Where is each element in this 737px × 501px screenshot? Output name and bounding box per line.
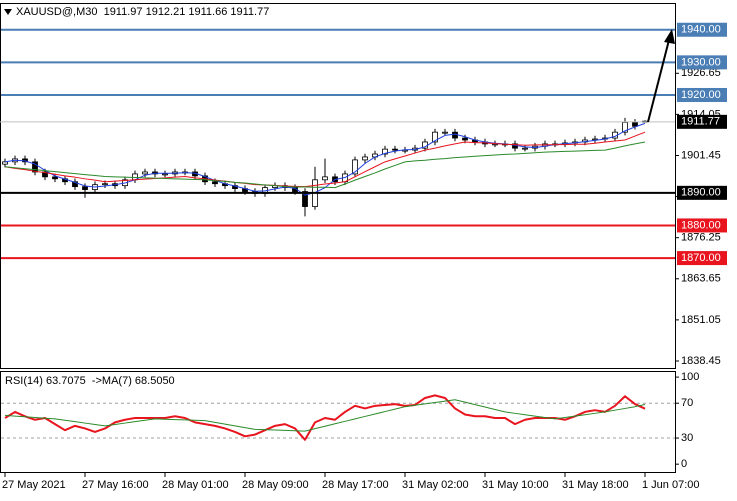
last-price-box — [677, 114, 727, 129]
level-label: 1940.00 — [681, 24, 721, 36]
x-tick-label: 28 May 17:00 — [322, 479, 389, 491]
x-tick-label: 28 May 01:00 — [162, 479, 229, 491]
candle-body — [432, 131, 438, 143]
candle-body — [162, 173, 168, 176]
candle-body — [362, 156, 368, 161]
y-tick-label: 70 — [681, 397, 693, 409]
series-line — [4, 141, 646, 189]
candle-body — [352, 159, 358, 175]
series-line — [4, 131, 646, 188]
candle-body — [212, 181, 218, 185]
x-tick-label: 31 May 02:00 — [402, 479, 469, 491]
candle-body — [442, 131, 448, 134]
last-price-label: 1911.77 — [681, 116, 720, 128]
plot-layer: 1926.651914.051901.451888.851876.251863.… — [0, 22, 727, 491]
level-label: 1870.00 — [681, 252, 721, 264]
arrow-head — [664, 29, 675, 44]
level-box — [677, 22, 727, 37]
x-tick-label: 27 May 2021 — [2, 479, 66, 491]
y-tick-label: 1838.45 — [681, 355, 721, 367]
y-tick-label: 100 — [681, 371, 699, 383]
x-tick-label: 28 May 09:00 — [242, 479, 309, 491]
candle-body — [392, 148, 398, 151]
y-tick-label: 1901.45 — [681, 149, 721, 161]
candle-body — [52, 176, 58, 180]
rsi-title: RSI(14) 63.7075 ->MA(7) 68.5050 — [5, 375, 175, 387]
level-box — [677, 218, 727, 233]
y-tick-label: 1926.65 — [681, 67, 721, 79]
level-label: 1880.00 — [681, 219, 721, 231]
candle-body — [382, 148, 388, 155]
level-box — [677, 185, 727, 200]
y-tick-label: 1876.25 — [681, 232, 721, 244]
y-tick-label: 0 — [681, 458, 687, 470]
level-box — [677, 87, 727, 102]
candle-body — [42, 171, 48, 178]
arrow — [647, 39, 670, 123]
candle-body — [522, 147, 528, 150]
candle-body — [142, 171, 148, 175]
candle-body — [452, 131, 458, 139]
x-tick-label: 31 May 18:00 — [562, 479, 629, 491]
x-tick-label: 31 May 10:00 — [482, 479, 549, 491]
level-box — [677, 251, 727, 266]
main-panel-frame — [0, 3, 676, 369]
candle-body — [2, 161, 8, 165]
candle-body — [322, 176, 328, 181]
x-tick-label: 1 Jun 07:00 — [642, 479, 700, 491]
y-tick-label: 30 — [681, 432, 693, 444]
rsi-panel-frame — [0, 371, 676, 473]
candle-body — [72, 181, 78, 188]
level-label: 1890.00 — [681, 187, 721, 199]
candle-body — [632, 121, 638, 127]
series-line — [4, 394, 646, 441]
y-tick-label: 1851.05 — [681, 314, 721, 326]
candle-body — [462, 137, 468, 141]
series-line — [4, 399, 646, 432]
candle-body — [82, 186, 88, 190]
menu-triangle — [4, 9, 12, 15]
chart-title: XAUUSD@,M30 1911.97 1912.21 1911.66 1911… — [16, 6, 269, 18]
x-tick-label: 27 May 16:00 — [82, 479, 149, 491]
level-label: 1930.00 — [681, 56, 721, 68]
candle-body — [32, 161, 38, 173]
candle-body — [302, 191, 308, 207]
level-label: 1920.00 — [681, 89, 721, 101]
level-box — [677, 55, 727, 70]
y-tick-label: 1863.65 — [681, 273, 721, 285]
candle-body — [102, 183, 108, 186]
candle-body — [622, 121, 628, 133]
